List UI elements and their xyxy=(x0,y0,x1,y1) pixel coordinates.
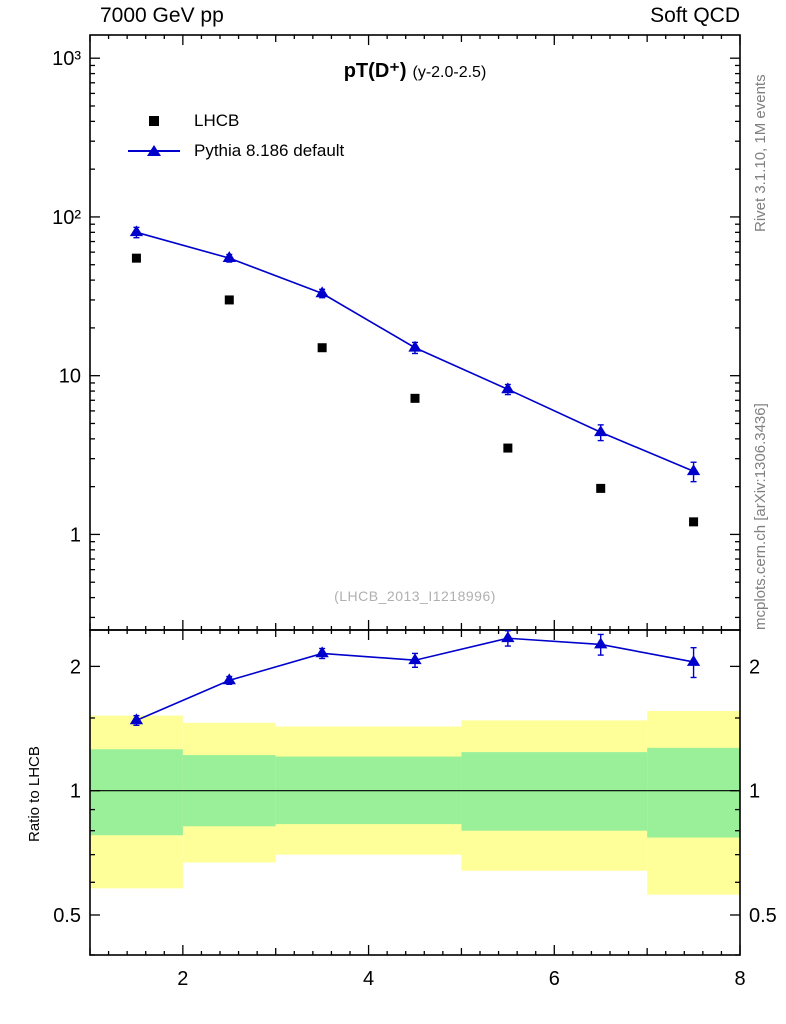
process-group-label: Soft QCD xyxy=(650,4,740,27)
pythia-point xyxy=(129,225,144,237)
x-tick-label: 6 xyxy=(549,968,560,990)
legend: LHCB Pythia 8.186 default xyxy=(128,106,344,166)
ratio-tick-label-right: 1 xyxy=(749,781,760,803)
rivet-version-label: Rivet 3.1.10, 1M events xyxy=(752,74,769,232)
x-tick-label: 2 xyxy=(177,968,188,990)
ratio-tick-label-right: 2 xyxy=(749,656,760,678)
ratio-point xyxy=(315,646,329,658)
analysis-id-watermark: (LHCB_2013_I1218996) xyxy=(334,588,496,604)
ratio-point xyxy=(686,654,701,666)
band-green xyxy=(461,752,648,831)
ratio-panel-data xyxy=(129,630,701,726)
mcplots-credit-label: mcplots.cern.ch [arXiv:1306.3436] xyxy=(752,403,769,630)
ratio-tick-label-right: 0.5 xyxy=(749,905,777,927)
selection-label: (y-2.0-2.5) xyxy=(412,64,487,81)
ratio-point xyxy=(408,653,422,665)
ratio-tick-label: 0.5 xyxy=(53,905,81,927)
ratio-point xyxy=(222,673,236,685)
ratio-line xyxy=(136,637,694,722)
lhcb-point xyxy=(131,253,141,263)
ratio-point xyxy=(501,631,515,643)
y-tick-label: 10 xyxy=(59,366,81,388)
ratio-uncertainty-bands xyxy=(90,710,740,895)
observable-label: pT(D⁺) xyxy=(343,60,407,82)
x-tick-label: 4 xyxy=(363,968,374,990)
ratio-tick-label: 1 xyxy=(70,781,81,803)
pythia-point xyxy=(408,340,422,352)
beam-info-label: 7000 GeV pp xyxy=(100,4,224,27)
main-panel-data xyxy=(129,225,701,527)
legend-item-lhcb: LHCB xyxy=(128,106,344,136)
ratio-point xyxy=(129,713,144,725)
band-green xyxy=(647,747,740,838)
lhcb-point xyxy=(689,517,699,527)
legend-item-label: Pythia 8.186 default xyxy=(194,141,345,160)
pythia-point xyxy=(222,251,236,263)
lhcb-point xyxy=(224,295,234,305)
y-tick-label: 10³ xyxy=(52,48,81,70)
legend-item-label: LHCB xyxy=(194,111,240,130)
pythia-point xyxy=(501,382,515,394)
pythia-point xyxy=(686,464,701,476)
axes xyxy=(89,34,741,956)
ratio-point xyxy=(594,637,608,649)
ratio-y-axis-label: Ratio to LHCB xyxy=(26,746,43,842)
lhcb-square-icon xyxy=(128,106,180,136)
y-tick-label: 10² xyxy=(52,207,81,229)
lhcb-point xyxy=(410,393,420,403)
x-tick-label: 8 xyxy=(734,968,745,990)
plot-frame xyxy=(89,629,741,956)
axis-tick-labels: 2 4 6 8 1 10 10² 10³ 0.5 0.5 1 1 2 2 xyxy=(52,48,777,990)
lhcb-point xyxy=(503,443,513,453)
band-green xyxy=(90,749,183,836)
lhcb-point xyxy=(596,483,606,493)
ratio-tick-label: 2 xyxy=(70,656,81,678)
legend-item-pythia: Pythia 8.186 default xyxy=(128,136,344,166)
pythia-triangle-line-icon xyxy=(128,136,180,166)
pythia-point xyxy=(315,286,329,298)
plot-title: pT(D⁺) (y-2.0-2.5) xyxy=(90,58,740,83)
pythia-point xyxy=(594,425,608,437)
y-tick-label: 1 xyxy=(70,524,81,546)
lhcb-point xyxy=(317,343,327,353)
